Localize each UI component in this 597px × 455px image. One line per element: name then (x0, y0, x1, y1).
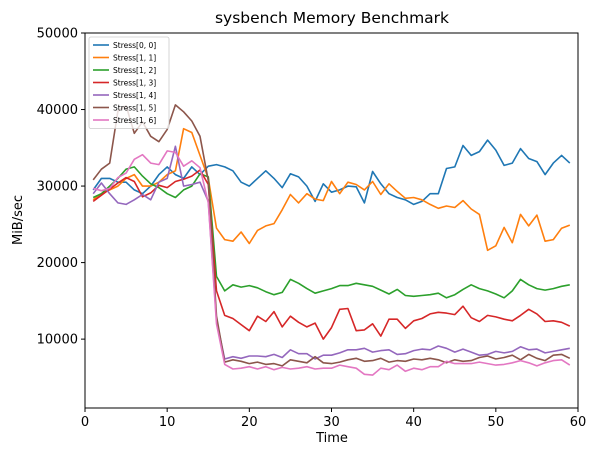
series-line-5 (92, 145, 570, 360)
legend: Stress[0, 0] Stress[1, 1] Stress[1, 2] Stre… (88, 36, 170, 129)
legend-label: Stress[1, 2] (113, 66, 156, 75)
y-tick-label: 40000 (37, 103, 78, 118)
legend-label: Stress[1, 6] (113, 116, 156, 125)
y-axis-ticks: 10000 20000 30000 40000 50000 (37, 27, 85, 348)
legend-label: Stress[0, 0] (113, 41, 156, 50)
series-line-6 (92, 104, 571, 367)
y-axis-label: MiB/sec (11, 195, 26, 245)
x-tick-label: 20 (241, 415, 258, 430)
series-line-2 (92, 127, 571, 252)
legend-label: Stress[1, 5] (113, 103, 156, 112)
series-line-4 (92, 169, 571, 340)
plot-lines (92, 104, 571, 376)
y-tick-label: 10000 (37, 333, 78, 348)
x-tick-label: 10 (159, 415, 176, 430)
legend-label: Stress[1, 3] (113, 78, 156, 87)
legend-label: Stress[1, 4] (113, 91, 156, 100)
x-tick-label: 40 (405, 415, 422, 430)
x-tick-label: 50 (488, 415, 505, 430)
y-tick-label: 30000 (37, 180, 78, 195)
series-line-7 (92, 150, 571, 376)
x-tick-label: 30 (323, 415, 340, 430)
x-axis-label: Time (315, 431, 348, 446)
x-axis-ticks: 0 10 20 30 40 50 60 (81, 408, 586, 430)
legend-box (88, 36, 170, 129)
series-line-3 (92, 166, 570, 299)
chart-title: sysbench Memory Benchmark (215, 9, 449, 27)
x-tick-label: 0 (81, 415, 89, 430)
legend-label: Stress[1, 1] (113, 53, 156, 62)
y-tick-label: 20000 (37, 256, 78, 271)
x-tick-label: 60 (570, 415, 587, 430)
y-tick-label: 50000 (37, 27, 78, 42)
